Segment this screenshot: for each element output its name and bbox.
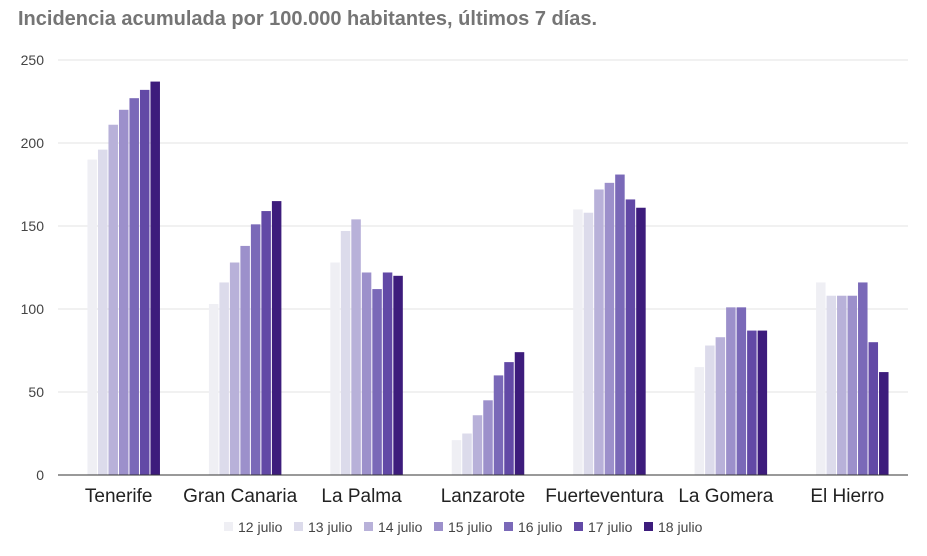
bar (150, 81, 160, 475)
x-category-label: Tenerife (85, 486, 153, 507)
bar (858, 282, 868, 475)
bar (351, 219, 361, 475)
bar (583, 212, 594, 475)
bar (837, 295, 847, 475)
legend-swatch (574, 522, 583, 531)
legend-label: 12 julio (238, 519, 283, 535)
bar (330, 262, 340, 475)
bar (715, 337, 726, 475)
bar (816, 282, 826, 475)
legend-swatch (364, 522, 373, 531)
legend-label: 18 julio (658, 519, 703, 535)
legend-label: 17 julio (588, 519, 633, 535)
legend-swatch (434, 522, 443, 531)
bar (108, 124, 118, 476)
bar (382, 272, 393, 475)
x-category-label: Gran Canaria (183, 486, 297, 507)
x-category-label: Lanzarote (441, 486, 526, 507)
bar (462, 433, 472, 475)
legend-label: 15 julio (448, 519, 493, 535)
bar (747, 330, 757, 475)
bar (705, 345, 715, 475)
bar (139, 89, 150, 475)
bar (604, 182, 615, 475)
y-tick-label: 250 (21, 52, 45, 68)
y-tick-label: 100 (21, 301, 45, 317)
y-tick-label: 50 (28, 384, 44, 400)
bar (372, 289, 382, 475)
bar (625, 199, 636, 475)
bar (726, 307, 736, 475)
bar (219, 282, 229, 475)
legend-label: 16 julio (518, 519, 563, 535)
bar (826, 295, 837, 475)
bar (514, 352, 525, 475)
bar (271, 201, 282, 475)
bar (240, 245, 250, 475)
legend-swatch (504, 522, 513, 531)
legend-label: 14 julio (378, 519, 423, 535)
bar (208, 304, 219, 475)
bar (229, 262, 240, 475)
bar (87, 159, 97, 475)
chart-title: Incidencia acumulada por 100.000 habitan… (18, 8, 598, 30)
x-category-label: La Gomera (678, 486, 773, 507)
bar (694, 367, 705, 475)
bar (847, 295, 858, 475)
bar (615, 174, 625, 476)
y-tick-label: 200 (21, 135, 45, 151)
x-category-label: Fuerteventura (545, 486, 664, 507)
bar (451, 440, 462, 475)
bar (868, 342, 879, 475)
bar (573, 209, 583, 475)
legend-swatch (224, 522, 233, 531)
bar (504, 362, 514, 475)
x-category-label: La Palma (321, 486, 402, 507)
bar (361, 272, 372, 475)
bar (493, 375, 504, 475)
bar (261, 211, 271, 475)
legend-swatch (644, 522, 653, 531)
y-tick-label: 0 (36, 467, 44, 483)
bar (879, 372, 889, 475)
bar (736, 307, 747, 475)
bar (340, 230, 351, 475)
bar (97, 149, 108, 475)
bar (393, 275, 403, 475)
bar (250, 224, 261, 475)
bar (129, 98, 139, 476)
bar (118, 109, 129, 476)
bar (472, 415, 483, 475)
bar (757, 330, 768, 475)
x-category-label: El Hierro (810, 486, 884, 507)
y-tick-label: 150 (21, 218, 45, 234)
bar (483, 400, 493, 475)
legend-swatch (294, 522, 303, 531)
legend-label: 13 julio (308, 519, 353, 535)
bar (594, 189, 604, 476)
bar (636, 207, 646, 476)
